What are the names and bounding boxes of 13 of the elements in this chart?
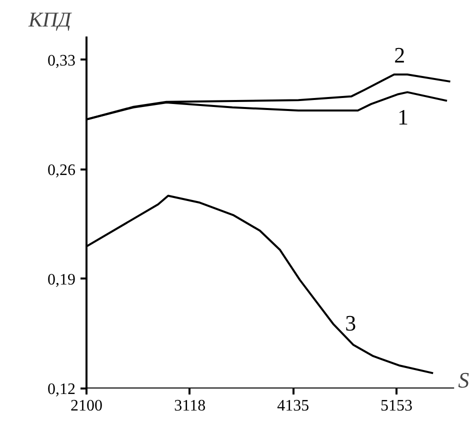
series-label: 1 [397, 104, 408, 130]
x-tick-label: 4135 [277, 398, 310, 414]
y-tick-label: 0,19 [48, 271, 76, 288]
x-tick-label: 3118 [174, 398, 206, 414]
y-axis-title: КПД [28, 8, 73, 32]
x-axis-title: S [458, 368, 470, 392]
y-tick-label: 0,12 [48, 381, 76, 398]
x-tick-label: 5153 [380, 398, 413, 414]
series-label: 3 [345, 310, 356, 336]
series-label: 2 [394, 42, 406, 68]
y-tick-label: 0,33 [48, 52, 76, 70]
y-tick-label: 0,26 [48, 162, 76, 179]
x-tick-label: 2100 [70, 398, 102, 414]
